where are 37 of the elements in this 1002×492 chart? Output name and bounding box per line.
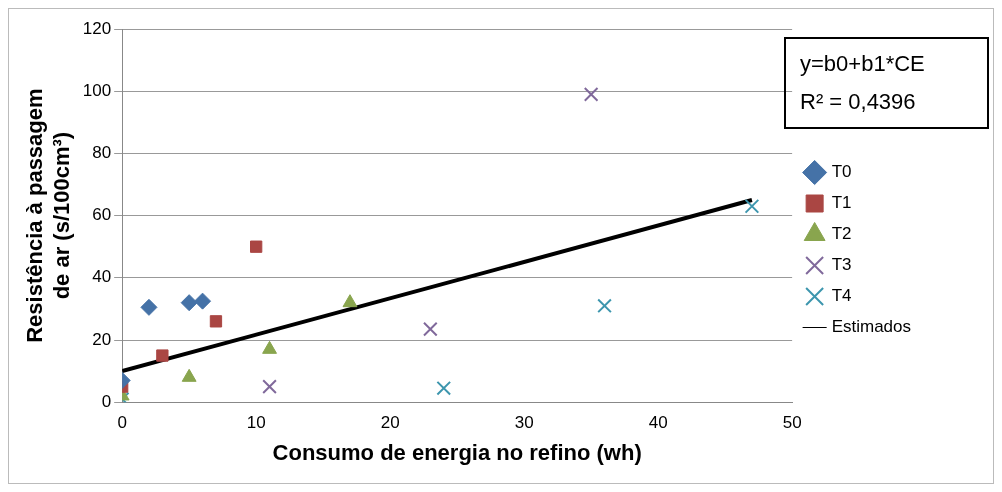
x-tick-label: 50 xyxy=(782,413,802,433)
x-tick-label: 40 xyxy=(648,413,668,433)
legend-label: T2 xyxy=(831,224,852,244)
x-tick-label: 10 xyxy=(246,413,266,433)
y-tick-label: 20 xyxy=(92,329,112,349)
y-tick-label: 100 xyxy=(82,80,112,100)
legend-label: T3 xyxy=(831,255,852,275)
y-tick-label: 80 xyxy=(92,143,112,163)
point xyxy=(422,321,438,337)
x-tick-label: 30 xyxy=(514,413,534,433)
y-tick-label: 0 xyxy=(101,391,112,411)
point xyxy=(597,298,612,314)
point xyxy=(436,380,452,396)
x-axis-title: Consumo de energia no refino (wh) xyxy=(272,439,642,465)
point xyxy=(262,340,277,354)
legend-label: T4 xyxy=(831,286,852,306)
point xyxy=(181,368,197,382)
point xyxy=(262,379,277,395)
point xyxy=(250,240,263,253)
y-tick-label: 60 xyxy=(92,205,112,225)
point xyxy=(156,349,169,362)
equation-box: y=b0+b1*CE R² = 0,4396 xyxy=(784,37,989,129)
point xyxy=(209,315,223,328)
point xyxy=(583,86,599,102)
legend-label: T0 xyxy=(831,162,852,182)
y-axis-title: Resistência à passagem de ar (s/100cm³) xyxy=(22,88,74,343)
point xyxy=(180,294,198,312)
x-tick-label: 20 xyxy=(380,413,400,433)
point xyxy=(744,198,760,214)
y-tick-label: 120 xyxy=(82,18,112,38)
point xyxy=(140,298,158,316)
point xyxy=(194,292,212,310)
legend-label: T1 xyxy=(831,193,852,213)
legend-label: Estimados xyxy=(831,317,912,337)
y-tick-label: 40 xyxy=(92,267,112,287)
point xyxy=(342,294,358,308)
x-tick-label: 0 xyxy=(117,413,127,433)
